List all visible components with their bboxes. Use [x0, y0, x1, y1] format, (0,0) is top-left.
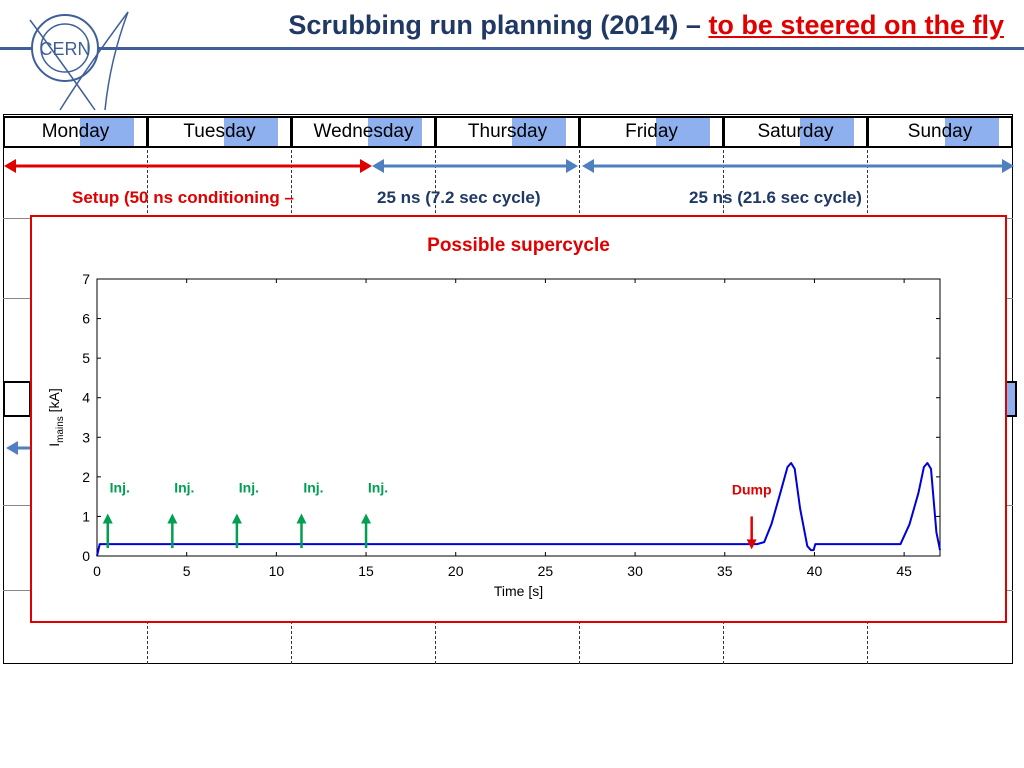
day-label: Tuesday	[183, 121, 256, 142]
day-thursday: Thursday	[435, 116, 580, 148]
day-tab	[80, 118, 134, 146]
cern-logo: CERN	[29, 11, 129, 111]
x-tick-label: 5	[183, 563, 191, 579]
injection-label: Inj.	[368, 480, 388, 496]
day-tab	[224, 118, 278, 146]
day-tab	[656, 118, 710, 146]
y-tick-label: 7	[82, 271, 90, 287]
x-tick-label: 30	[627, 563, 643, 579]
day-monday: Monday	[3, 116, 148, 148]
injection-label: Inj.	[303, 480, 323, 496]
dump-label: Dump	[732, 482, 772, 498]
current-trace	[96, 462, 941, 557]
day-friday: Friday	[579, 116, 724, 148]
y-tick-label: 1	[82, 508, 90, 524]
injection-label: Inj.	[110, 480, 130, 496]
day-label: Friday	[625, 121, 678, 142]
y-tick-label: 6	[82, 311, 90, 327]
y-tick-label: 4	[82, 390, 90, 406]
day-tab	[800, 118, 854, 146]
y-tick-label: 0	[82, 548, 90, 564]
day-tuesday: Tuesday	[147, 116, 292, 148]
injection-arrow-head	[167, 513, 178, 524]
title-highlight: to be steered on the fly	[708, 10, 1004, 40]
header-divider	[0, 47, 1024, 50]
x-tick-label: 20	[448, 563, 464, 579]
phase-label-setup: Setup (50 ns conditioning –	[72, 188, 294, 207]
day-label: Saturday	[757, 121, 834, 142]
injection-label: Inj.	[174, 480, 194, 496]
day-tab	[368, 118, 422, 146]
phase-3-arrow	[582, 159, 1014, 173]
x-tick-label: 35	[717, 563, 733, 579]
panel-title: Possible supercycle	[427, 235, 610, 256]
setup-arrow	[4, 159, 372, 173]
y-tick-label: 2	[82, 469, 90, 485]
phase-2-arrow	[372, 159, 578, 173]
supercycle-panel: Possible supercycle 0 5 10 15 20 25 30 35 40 45 0 1…	[30, 215, 1007, 623]
day-label: Thursday	[467, 121, 548, 142]
day-tab	[945, 118, 999, 146]
y-axis-label: Imains [kA]	[46, 388, 66, 447]
x-tick-label: 40	[807, 563, 823, 579]
day-wednesday: Wednesday	[291, 116, 436, 148]
hidden-row-box	[3, 381, 31, 417]
dump-arrow-head	[746, 539, 757, 550]
x-tick-label: 0	[93, 563, 101, 579]
title-main: Scrubbing run planning (2014) –	[288, 10, 701, 40]
x-tick-label: 25	[538, 563, 554, 579]
y-tick-label: 5	[82, 350, 90, 366]
injection-arrow-head	[102, 513, 113, 524]
day-saturday: Saturday	[723, 116, 868, 148]
x-tick-label: 10	[269, 563, 285, 579]
injection-arrow-head	[361, 513, 372, 524]
phase-label-3: 25 ns (21.6 sec cycle)	[689, 188, 862, 207]
phase-arrows	[4, 159, 1014, 173]
plot-frame	[96, 278, 941, 557]
day-label: Sunday	[907, 121, 973, 142]
day-label: Wednesday	[313, 121, 414, 142]
y-tick-label: 3	[82, 429, 90, 445]
hidden-arrow-head	[6, 441, 32, 455]
injection-arrow-head	[231, 513, 242, 524]
injection-arrow-head	[296, 513, 307, 524]
slide-title: Scrubbing run planning (2014) – to be st…	[282, 10, 1004, 41]
x-tick-label: 15	[358, 563, 374, 579]
injection-label: Inj.	[239, 480, 259, 496]
x-axis-label: Time [s]	[494, 583, 543, 599]
day-label: Monday	[41, 121, 110, 142]
day-tab	[512, 118, 566, 146]
x-tick-label: 45	[896, 563, 912, 579]
logo-text: CERN	[39, 39, 90, 59]
day-sunday: Sunday	[867, 116, 1013, 148]
phase-label-2: 25 ns (7.2 sec cycle)	[377, 188, 541, 207]
